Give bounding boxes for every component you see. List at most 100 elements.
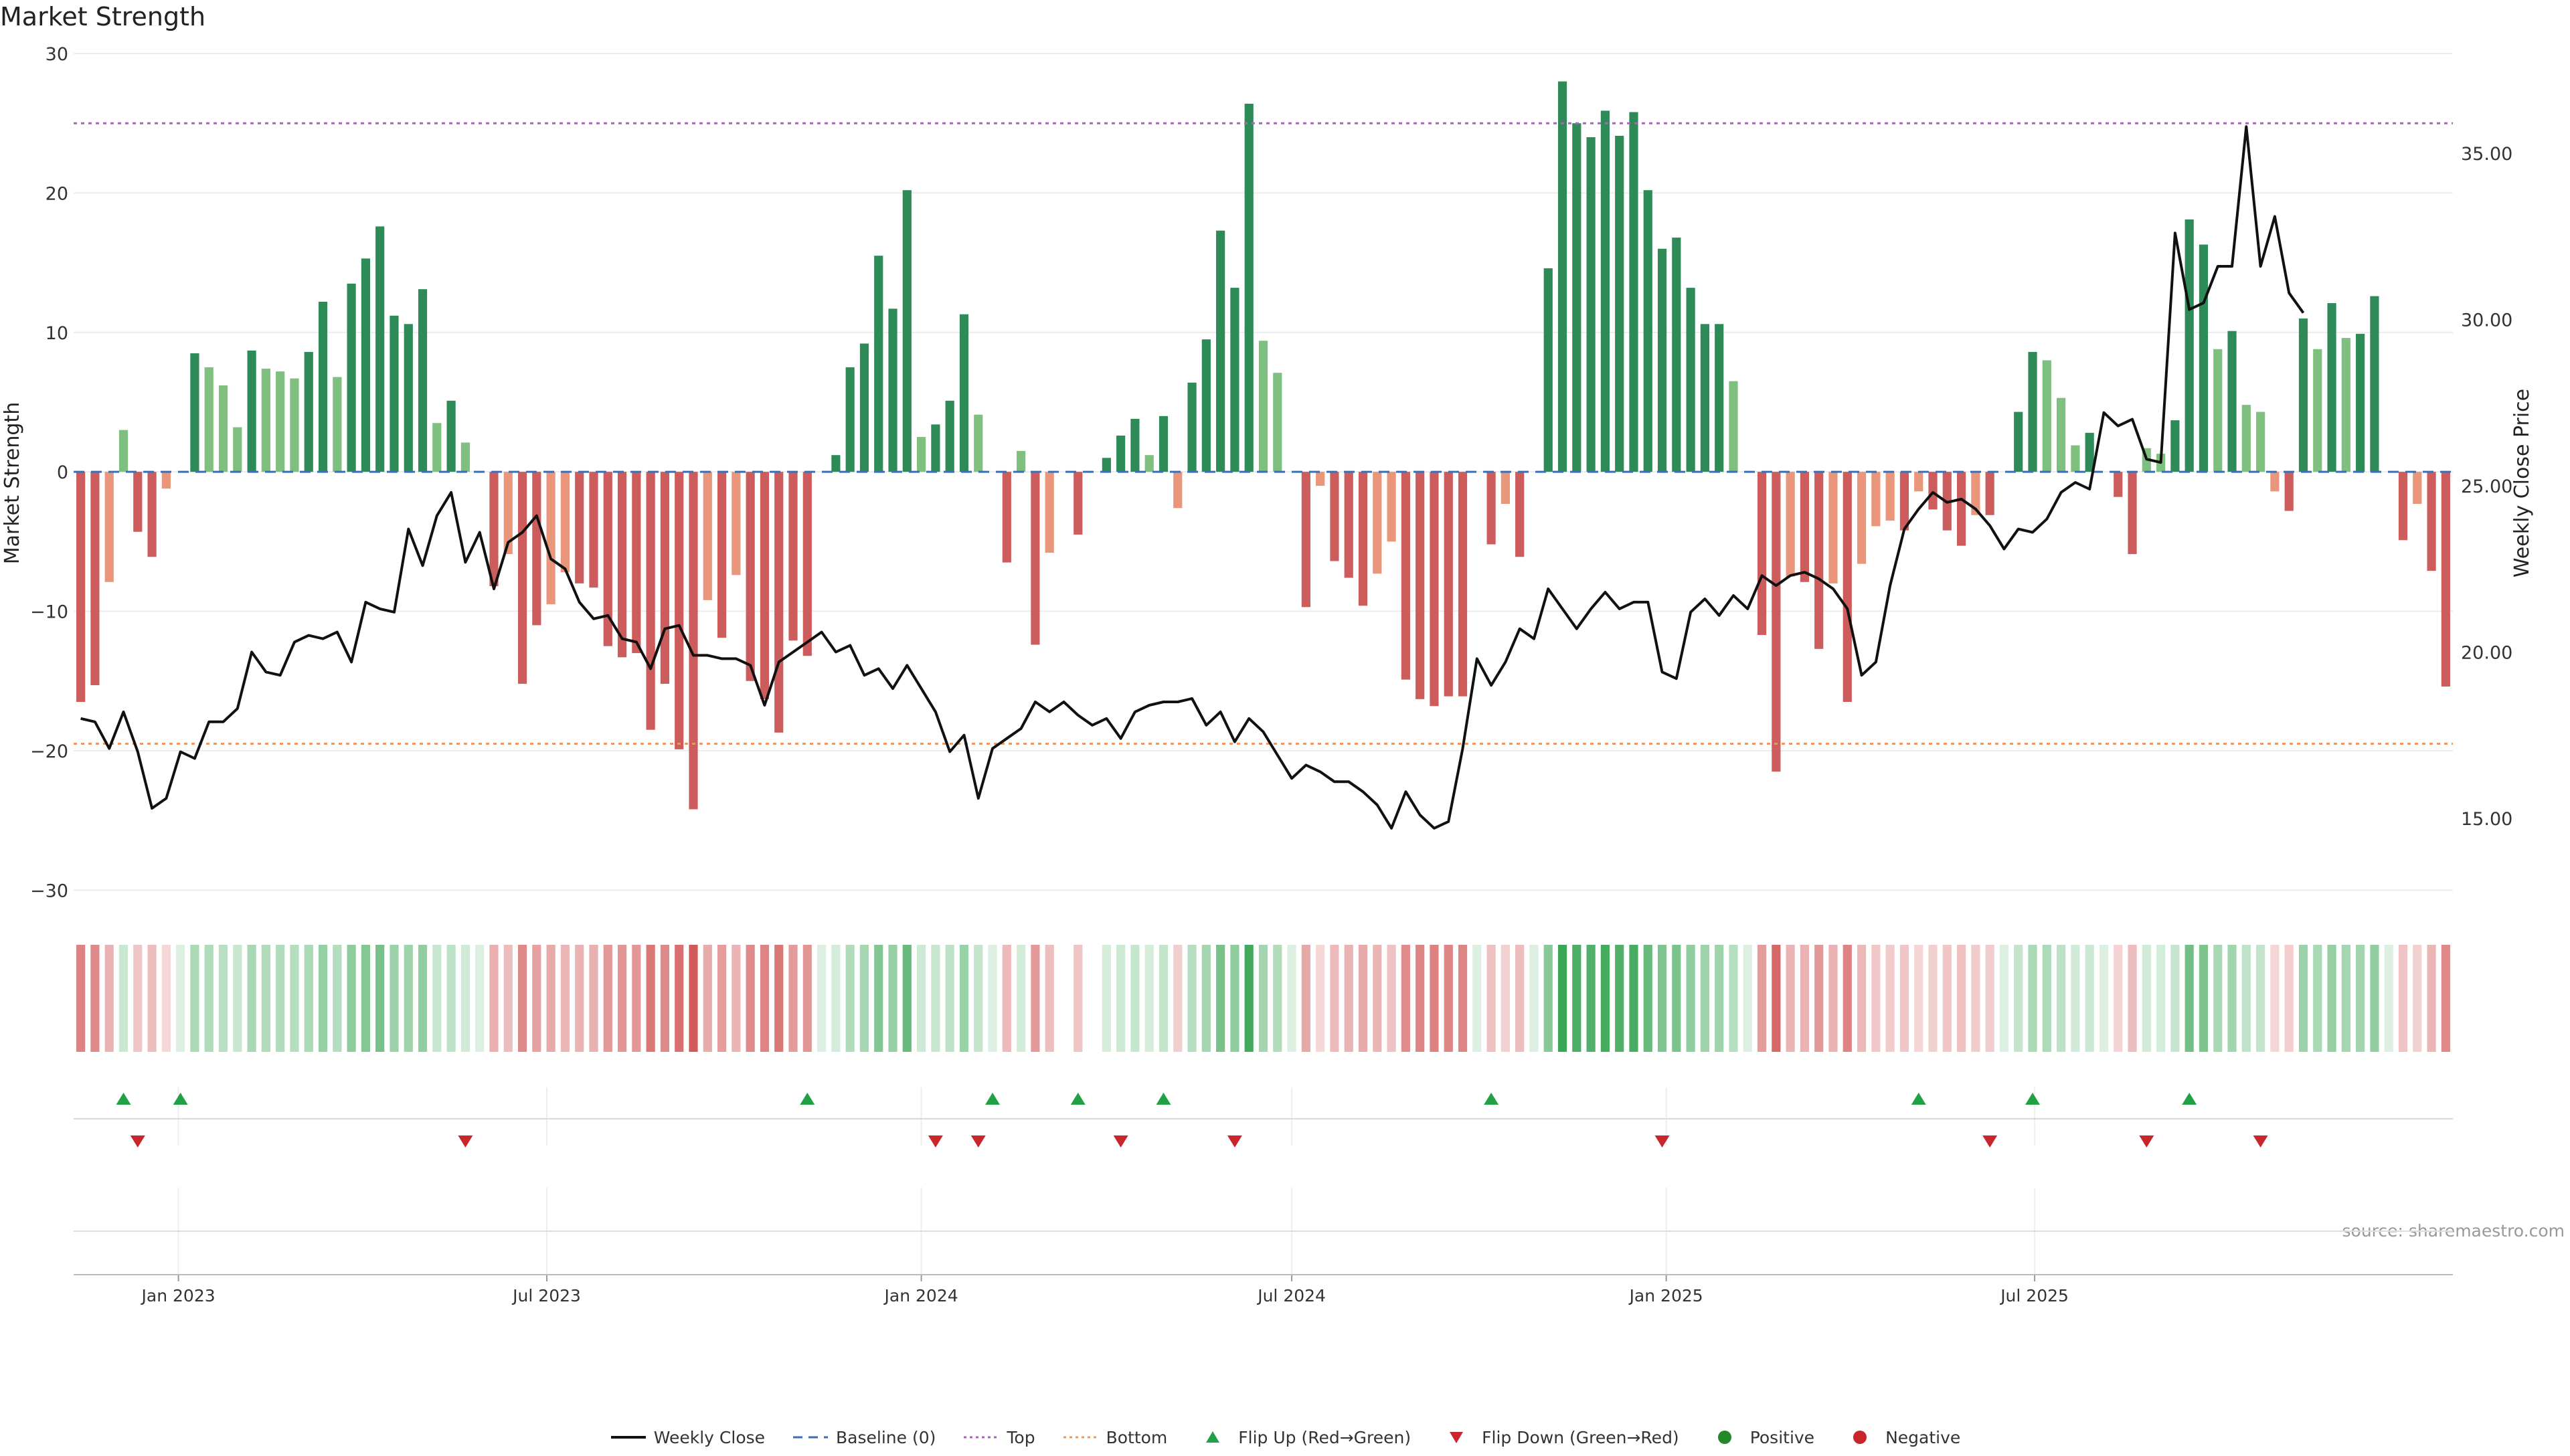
chart-title: Market Strength: [0, 2, 205, 31]
strength-bar: [1515, 472, 1525, 557]
strength-bar: [1358, 472, 1368, 606]
strength-bar: [1430, 472, 1439, 707]
heat-cell: [859, 945, 869, 1052]
heat-cell: [333, 945, 342, 1052]
heat-cell: [888, 945, 897, 1052]
legend-label: Negative: [1885, 1427, 1961, 1447]
strength-bar: [133, 472, 143, 532]
heat-cell: [190, 945, 199, 1052]
heat-cell: [1615, 945, 1624, 1052]
heat-cell: [2356, 945, 2365, 1052]
flip-down-marker: [2253, 1135, 2268, 1148]
heat-cell: [2128, 945, 2137, 1052]
strength-bar: [1017, 450, 1026, 472]
y-tick-label: −20: [30, 741, 68, 762]
strength-bar: [1031, 472, 1040, 645]
strength-bar: [290, 378, 299, 472]
legend-label: Flip Up (Red→Green): [1238, 1427, 1411, 1447]
heat-cell: [1031, 945, 1040, 1052]
heat-cell: [2413, 945, 2422, 1052]
heat-cell: [2241, 945, 2251, 1052]
heat-cell: [276, 945, 285, 1052]
legend-item-flip-down: Flip Down (Green→Red): [1438, 1428, 1679, 1447]
y-axis-label: Market Strength: [1, 402, 24, 564]
heat-cell: [1301, 945, 1310, 1052]
strength-bar: [1914, 472, 1923, 492]
heat-cell: [1116, 945, 1126, 1052]
strength-bar: [2071, 445, 2080, 472]
strength-bar: [1330, 472, 1339, 561]
heat-cell: [475, 945, 485, 1052]
heat-cell: [1201, 945, 1211, 1052]
strength-bar: [746, 472, 755, 681]
strength-bar: [1416, 472, 1425, 699]
date-axis: Jan 2023 Jul 2023 Jan 2024 Jul 2024 Jan 2025…: [74, 1188, 2453, 1305]
strength-bar: [1273, 373, 1282, 472]
strength-bar: [1144, 455, 1154, 472]
heat-cell: [831, 945, 841, 1052]
strength-bar: [2014, 412, 2023, 472]
heat-cell: [361, 945, 370, 1052]
strength-bar: [1201, 339, 1211, 472]
heat-cell: [233, 945, 242, 1052]
strength-bar: [2199, 244, 2209, 472]
strength-bar: [190, 353, 199, 472]
legend-marker-flip-up: [1206, 1431, 1220, 1443]
x-tick-label: Jan 2025: [1628, 1286, 1703, 1305]
heat-cell: [76, 945, 86, 1052]
x-tick-label: Jan 2023: [141, 1286, 216, 1305]
legend-item-bottom: Bottom: [1062, 1428, 1167, 1447]
strength-bar: [1116, 435, 1126, 472]
strength-bar: [247, 350, 256, 472]
strength-bar: [1643, 190, 1652, 472]
strength-bar: [2184, 219, 2194, 472]
strength-bar: [1045, 472, 1054, 553]
strength-bar: [2413, 472, 2422, 505]
strength-bar: [375, 226, 385, 472]
heat-cell: [1244, 945, 1254, 1052]
heat-cell: [218, 945, 228, 1052]
strength-bar: [2170, 420, 2180, 472]
heat-cell: [1643, 945, 1652, 1052]
strength-bar: [1074, 472, 1083, 535]
strength-bar: [1216, 230, 1225, 472]
heat-cell: [1814, 945, 1824, 1052]
heat-cell: [1344, 945, 1353, 1052]
strength-bar: [90, 472, 100, 685]
strength-bar: [1928, 472, 1938, 510]
axes: 30 20 10 0 −10 −20 −30 35.00 30.00 25.00 20.00 15.0…: [30, 44, 2512, 901]
strength-bar: [1729, 381, 1738, 472]
heat-cell: [2441, 945, 2450, 1052]
x-tick-label: Jul 2024: [1256, 1286, 1326, 1305]
strength-bar: [845, 367, 855, 472]
strength-bar: [418, 289, 428, 472]
heat-cell: [974, 945, 983, 1052]
legend-marker-weekly-close: [610, 1436, 646, 1439]
strength-bar: [2241, 405, 2251, 472]
heat-cell: [1472, 945, 1482, 1052]
strength-bar: [717, 472, 727, 638]
strength-bar: [2313, 349, 2322, 472]
strength-bar: [2114, 472, 2123, 497]
heat-cell: [589, 945, 598, 1052]
heat-cell: [1843, 945, 1852, 1052]
heat-cell: [2099, 945, 2109, 1052]
heat-cell: [1074, 945, 1083, 1052]
heat-cell: [1373, 945, 1382, 1052]
heat-cell: [874, 945, 883, 1052]
strength-bar: [304, 351, 313, 472]
strength-bar: [974, 414, 983, 472]
strength-bar: [2441, 472, 2450, 687]
heat-cell: [2370, 945, 2379, 1052]
strength-bar: [2427, 472, 2436, 571]
heat-cell: [1572, 945, 1581, 1052]
y2-tick-label: 20.00: [2461, 642, 2512, 663]
heat-cell: [703, 945, 712, 1052]
strength-bar: [1800, 472, 1810, 582]
strength-bar: [802, 472, 812, 656]
heat-cell: [290, 945, 299, 1052]
y-tick-label: 20: [46, 183, 68, 204]
strength-bar: [1230, 288, 1239, 472]
heat-cell: [1985, 945, 1994, 1052]
